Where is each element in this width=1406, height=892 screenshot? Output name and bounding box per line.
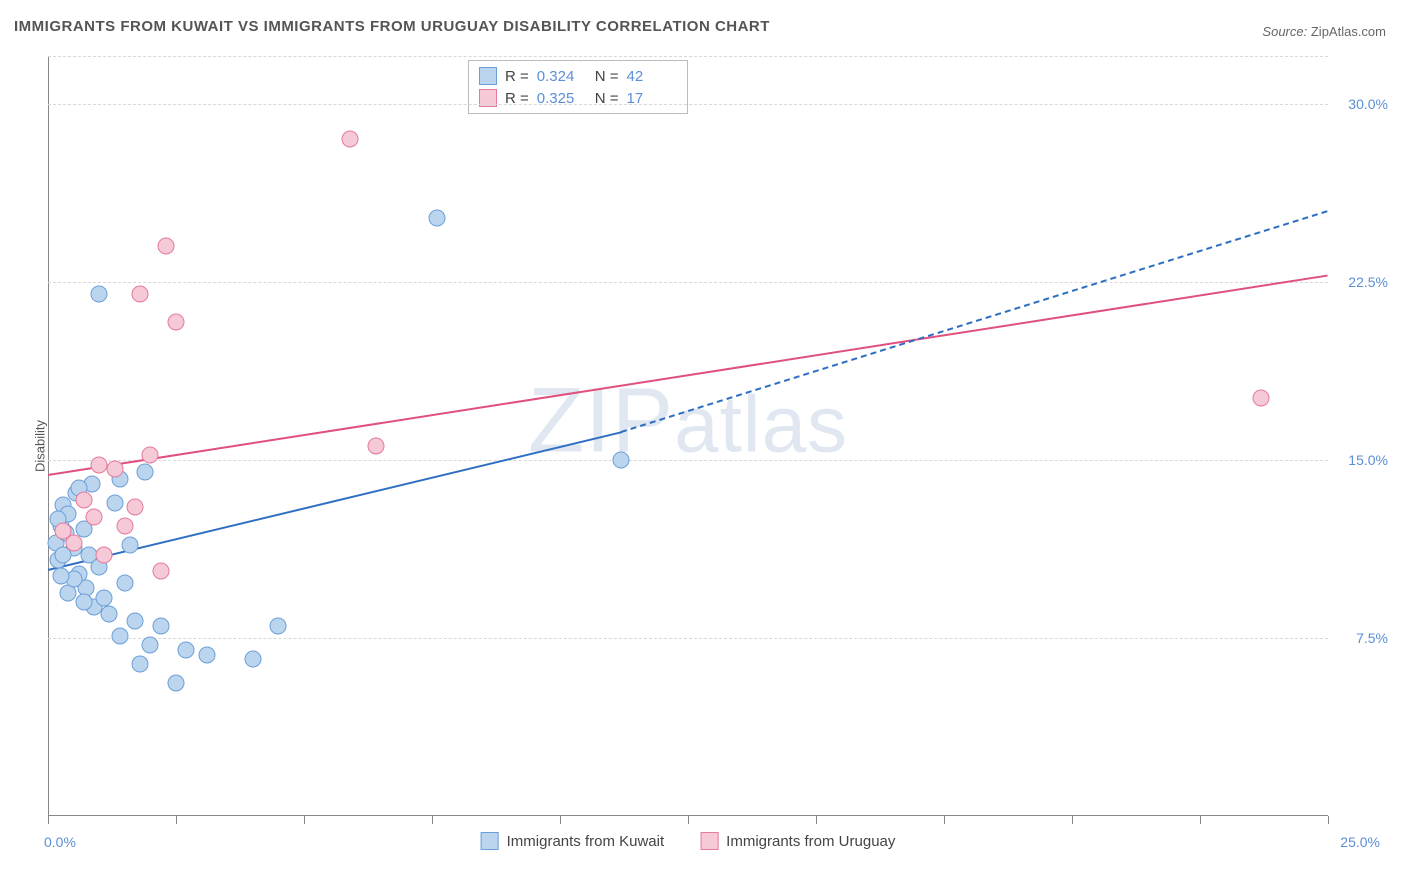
- grid-line: [48, 638, 1328, 639]
- regression-line: [621, 210, 1328, 433]
- legend-label-kuwait: Immigrants from Kuwait: [507, 833, 665, 850]
- legend-item-uruguay: Immigrants from Uruguay: [700, 832, 895, 850]
- data-point: [116, 518, 133, 535]
- grid-line: [48, 460, 1328, 461]
- chart-title: IMMIGRANTS FROM KUWAIT VS IMMIGRANTS FRO…: [14, 18, 770, 35]
- data-point: [613, 451, 630, 468]
- data-point: [168, 675, 185, 692]
- data-point: [106, 461, 123, 478]
- y-axis-line: [48, 56, 49, 816]
- bottom-legend: Immigrants from Kuwait Immigrants from U…: [481, 832, 896, 850]
- x-tick: [688, 816, 689, 824]
- data-point: [96, 546, 113, 563]
- x-tick: [432, 816, 433, 824]
- data-point: [127, 613, 144, 630]
- grid-line: [48, 56, 1328, 57]
- data-point: [367, 437, 384, 454]
- data-point: [96, 589, 113, 606]
- data-point: [127, 499, 144, 516]
- stats-r-label: R =: [505, 68, 529, 85]
- source-label: Source:: [1262, 24, 1307, 39]
- x-tick: [560, 816, 561, 824]
- data-point: [178, 641, 195, 658]
- x-tick-label-max: 25.0%: [1340, 834, 1380, 850]
- legend-swatch-kuwait: [481, 832, 499, 850]
- data-point: [157, 238, 174, 255]
- data-point: [342, 131, 359, 148]
- data-point: [111, 627, 128, 644]
- data-point: [142, 637, 159, 654]
- data-point: [1253, 390, 1270, 407]
- data-point: [244, 651, 261, 668]
- stats-n-kuwait: 42: [627, 68, 677, 85]
- watermark: ZIPatlas: [528, 368, 848, 473]
- stats-n-label: N =: [595, 68, 619, 85]
- chart-plot-area: ZIPatlas R = 0.324 N = 42 R = 0.325 N = …: [48, 56, 1328, 816]
- data-point: [270, 618, 287, 635]
- swatch-kuwait: [479, 67, 497, 85]
- legend-swatch-uruguay: [700, 832, 718, 850]
- grid-line: [48, 282, 1328, 283]
- stats-row-kuwait: R = 0.324 N = 42: [479, 65, 677, 87]
- x-tick: [1328, 816, 1329, 824]
- data-point: [198, 646, 215, 663]
- x-tick-label-min: 0.0%: [44, 834, 76, 850]
- stats-r-kuwait: 0.324: [537, 68, 587, 85]
- data-point: [142, 447, 159, 464]
- data-point: [137, 463, 154, 480]
- data-point: [132, 285, 149, 302]
- data-point: [152, 563, 169, 580]
- regression-line: [48, 275, 1328, 476]
- legend-item-kuwait: Immigrants from Kuwait: [481, 832, 665, 850]
- data-point: [168, 314, 185, 331]
- data-point: [91, 456, 108, 473]
- data-point: [75, 492, 92, 509]
- data-point: [91, 285, 108, 302]
- data-point: [121, 537, 138, 554]
- x-tick: [176, 816, 177, 824]
- x-tick: [48, 816, 49, 824]
- data-point: [132, 656, 149, 673]
- data-point: [52, 568, 69, 585]
- data-point: [101, 606, 118, 623]
- x-tick: [304, 816, 305, 824]
- data-point: [106, 494, 123, 511]
- x-tick: [816, 816, 817, 824]
- data-point: [116, 575, 133, 592]
- x-tick: [944, 816, 945, 824]
- data-point: [75, 594, 92, 611]
- y-tick-label: 22.5%: [1348, 274, 1388, 290]
- legend-label-uruguay: Immigrants from Uruguay: [726, 833, 895, 850]
- source-value: ZipAtlas.com: [1311, 24, 1386, 39]
- y-tick-label: 7.5%: [1356, 630, 1388, 646]
- x-tick: [1072, 816, 1073, 824]
- y-axis-label: Disability: [33, 420, 48, 472]
- y-tick-label: 15.0%: [1348, 452, 1388, 468]
- source-attribution: Source: ZipAtlas.com: [1262, 24, 1386, 39]
- stats-row-uruguay: R = 0.325 N = 17: [479, 87, 677, 109]
- data-point: [65, 534, 82, 551]
- stats-legend-box: R = 0.324 N = 42 R = 0.325 N = 17: [468, 60, 688, 114]
- data-point: [152, 618, 169, 635]
- x-tick: [1200, 816, 1201, 824]
- grid-line: [48, 104, 1328, 105]
- y-tick-label: 30.0%: [1348, 96, 1388, 112]
- data-point: [86, 508, 103, 525]
- data-point: [429, 209, 446, 226]
